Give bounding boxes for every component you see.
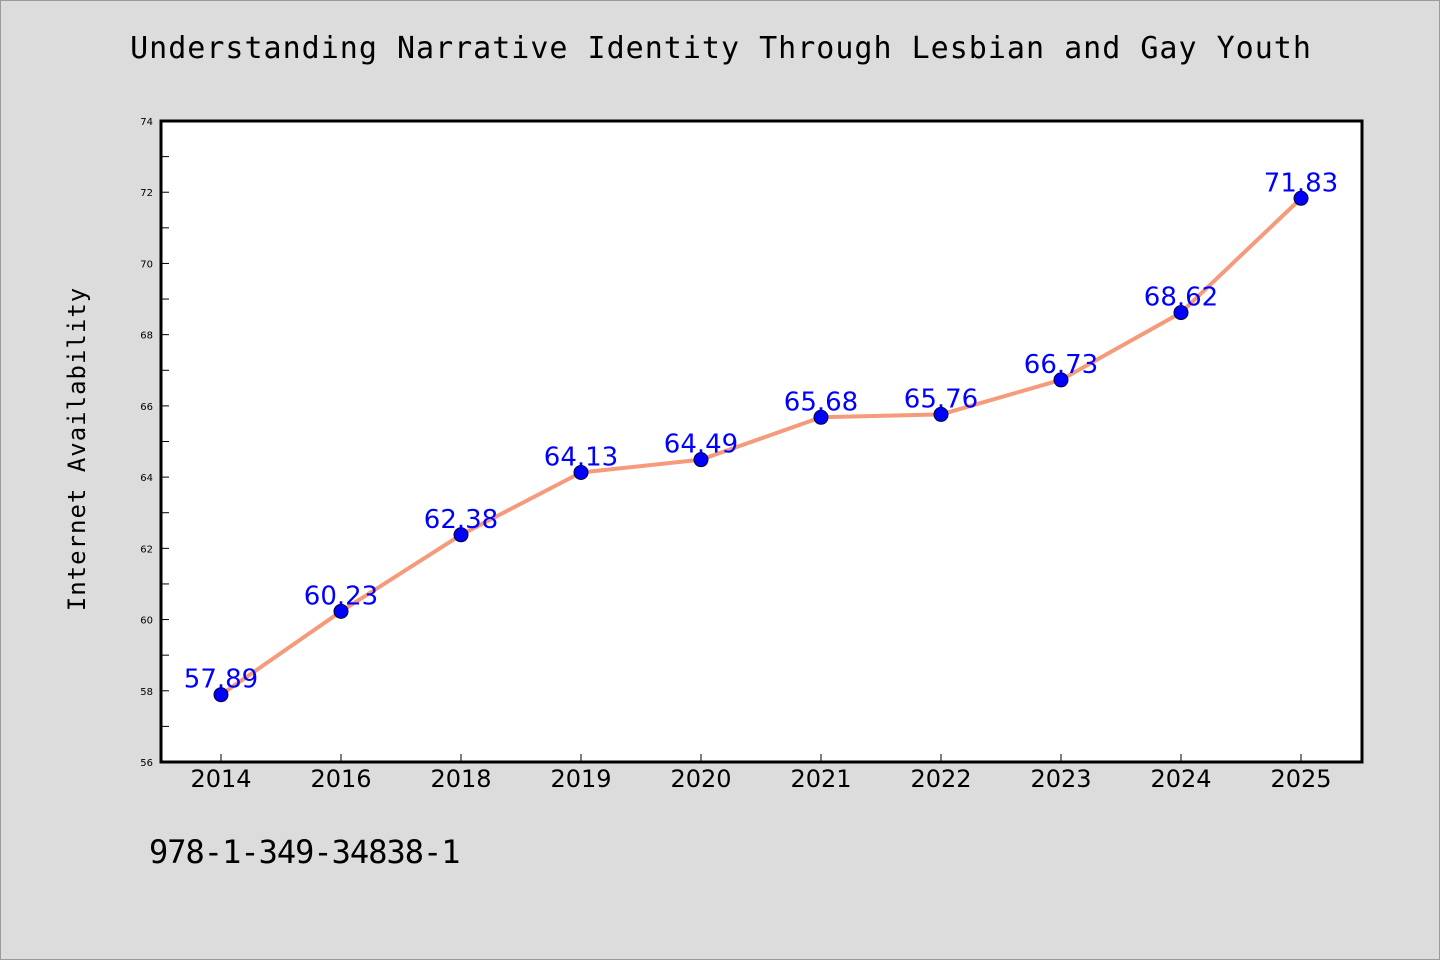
data-label: 68.62 <box>1144 283 1218 313</box>
data-point <box>573 464 589 480</box>
data-point <box>693 452 709 468</box>
data-label: 66.73 <box>1024 350 1098 380</box>
y-tick-label: 62 <box>140 544 153 555</box>
data-point <box>813 409 829 425</box>
data-label: 64.13 <box>544 442 618 472</box>
data-labels: 57.89 60.23 62.38 64.13 64.49 65.68 65.76 66.73… <box>184 168 1338 694</box>
data-point <box>1173 305 1189 321</box>
data-point <box>933 406 949 422</box>
x-tick-label: 2025 <box>1270 765 1331 793</box>
y-tick-label: 60 <box>140 616 153 627</box>
x-tick-label: 2024 <box>1150 765 1211 793</box>
x-tick-label: 2018 <box>430 765 491 793</box>
plot-frame <box>159 119 1364 764</box>
y-axis-label: Internet Availability <box>63 287 91 611</box>
data-label: 60.23 <box>304 581 378 611</box>
data-point <box>213 687 229 703</box>
y-tick-label: 56 <box>140 758 153 769</box>
y-tick-label: 64 <box>140 473 153 484</box>
data-label: 65.76 <box>904 384 978 414</box>
y-tick-label: 70 <box>140 259 153 270</box>
plot-area <box>161 121 1362 762</box>
data-markers <box>213 190 1309 703</box>
data-point <box>453 527 469 543</box>
data-label: 64.49 <box>664 430 738 460</box>
x-tick-label: 2019 <box>550 765 611 793</box>
data-point <box>1293 190 1309 206</box>
footer-isbn: 978-1-349-34838-1 <box>149 833 461 871</box>
y-tick-label: 68 <box>140 331 153 342</box>
chart-title: Understanding Narrative Identity Through… <box>130 31 1312 66</box>
data-label: 71.83 <box>1264 168 1338 198</box>
y-tick-label: 74 <box>140 117 153 128</box>
x-tick-label: 2021 <box>790 765 851 793</box>
data-point <box>1053 372 1069 388</box>
data-label: 65.68 <box>784 387 858 417</box>
data-point <box>333 603 349 619</box>
series-line-layer <box>219 196 1303 697</box>
x-tick-label: 2020 <box>670 765 731 793</box>
x-tick-label: 2022 <box>910 765 971 793</box>
axis-ticks: 56 58 60 62 64 66 68 70 72 74 2014 2016 2018 2019 2020… <box>140 117 1331 793</box>
x-tick-label: 2016 <box>310 765 371 793</box>
y-tick-label: 58 <box>140 687 153 698</box>
data-label: 57.89 <box>184 665 258 695</box>
series-line <box>219 196 1303 697</box>
x-tick-label: 2023 <box>1030 765 1091 793</box>
x-tick-label: 2014 <box>190 765 251 793</box>
y-tick-label: 66 <box>140 402 153 413</box>
data-label: 62.38 <box>424 505 498 535</box>
y-tick-label: 72 <box>140 188 153 199</box>
